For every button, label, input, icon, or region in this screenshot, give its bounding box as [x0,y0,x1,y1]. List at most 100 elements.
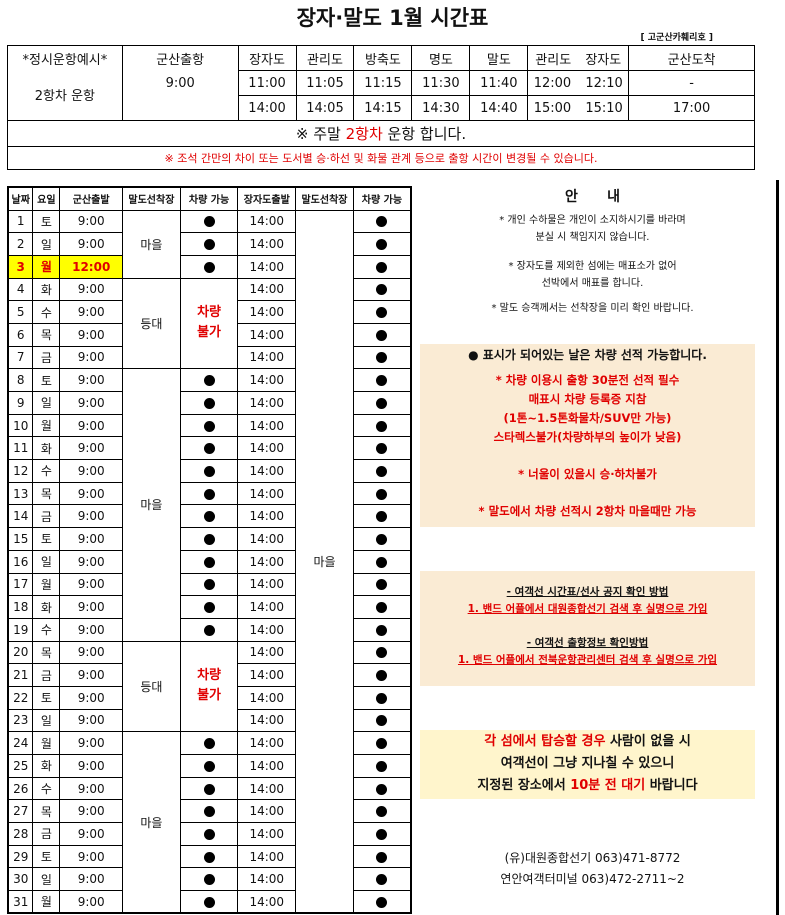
vehicle-cell [352,617,412,642]
stop-time: 14:40 [469,95,529,121]
band-link[interactable]: 1. 밴드 어플에서 전북운항관리센터 검색 후 실명으로 가입 [457,654,718,666]
table-row: 27 목 9:00 14:00 [7,799,412,824]
dot-icon [203,488,215,500]
vehicle-cell [179,459,239,483]
vehicle-cell [352,867,412,892]
vehicle-cell [352,890,412,914]
vehicle-cell [352,481,412,506]
table-row: 14 금 9:00 14:00 [7,504,412,529]
return-departure-cell: 14:00 [237,549,297,574]
departure-cell: 9:00 [59,731,124,755]
date-cell: 13 [7,481,34,506]
dot-icon [376,239,388,251]
date-cell: 31 [7,890,34,914]
date-cell: 7 [7,345,34,370]
dot-icon [376,670,388,682]
arrival-time: - [628,70,755,96]
weekday-cell: 화 [32,754,61,778]
vehicle-cell [179,436,239,461]
date-cell: 22 [7,685,34,710]
header-cell: 군산출항 [121,45,239,71]
dock-cell: 마을 [122,209,181,279]
departure-cell: 9:00 [59,890,124,914]
table-row: 22 토 9:00 14:00 [7,685,412,710]
dock-cell: 마을 [122,368,181,642]
weekday-cell: 금 [32,822,61,846]
dot-icon [203,511,215,523]
departure-cell: 9:00 [59,640,124,665]
band-info-box: - 여객선 시간표/선사 공지 확인 방법 1. 밴드 어플에서 대원종합선기 … [420,571,755,686]
vehicle-cell [352,345,412,370]
dock-cell: 등대 [122,277,181,370]
contact-info: (유)대원종합선기 063)471-8772 연안여객터미널 063)472-2… [420,848,765,890]
dot-icon [203,216,215,228]
weekday-cell: 화 [32,436,61,461]
example-label: *정시운항예시* [22,53,108,68]
vehicle-cell [352,595,412,619]
contact-line: 연안여객터미널 063)472-2711~2 [500,872,685,886]
vehicle-headline: ● 표시가 되어있는 날은 차량 선적 가능합니다. [468,348,707,362]
vehicle-cell [352,459,412,483]
dot-icon [203,420,215,432]
table-row: 18 화 9:00 14:00 [7,595,412,619]
header-row: 날짜 요일 군산출발 말도선착장 차량 가능 장자도출발 말도선착장 차량 가능 [7,186,412,211]
return-departure-cell: 14:00 [237,799,297,824]
date-cell: 8 [7,368,34,392]
vehicle-cell [179,481,239,506]
weekday-cell: 목 [32,799,61,824]
dot-icon [376,624,388,636]
weekday-cell: 토 [32,844,61,869]
stop-time: 12:00 12:10 [527,70,630,96]
dot-icon [203,738,215,750]
vehicle-cell [352,254,412,279]
date-cell: 9 [7,391,34,415]
weekday-cell: 화 [32,595,61,619]
band-heading: - 여객선 출항정보 확인방법 [526,637,649,649]
header-cell: 방축도 [353,45,413,71]
vehicle-cell [352,232,412,256]
dot-icon [376,874,388,886]
vehicle-cell [352,844,412,869]
date-cell: 26 [7,776,34,801]
notice-text: 운항 합니다. [382,125,467,143]
table-row: 8 토 9:00 마을 14:00 [7,368,412,642]
weekday-cell: 월 [32,890,61,914]
stop-time: 11:00 [237,70,297,96]
table-row: 11 화 9:00 14:00 [7,436,412,461]
vehicle-cell [179,617,239,642]
guide-item: * 말도 승객께서는 선착장을 미리 확인 바랍니다. [491,303,694,314]
weekday-cell: 일 [32,549,61,574]
vehicle-cell [352,300,412,324]
dot-icon [376,806,388,818]
vehicle-cell [179,254,239,279]
band-link[interactable]: 1. 밴드 어플에서 대원종합선기 검색 후 실명으로 가입 [467,603,708,615]
header-text: 관리도 [535,52,572,68]
weekday-cell: 목 [32,322,61,347]
notice-highlight: 2항차 [345,125,383,143]
departure-cell: 9:00 [59,368,124,392]
table-row: 15 토 9:00 14:00 [7,527,412,551]
departure-cell: 12:00 [59,254,124,279]
vehicle-cell [352,322,412,347]
vehicle-cell [179,754,239,778]
weekend-notice: ※ 주말 2항차 운항 합니다. [7,120,755,147]
guide-title: 안 내 [564,189,620,205]
stop-time: 14:05 [295,95,355,121]
table-row: 10 월 9:00 14:00 [7,413,412,438]
date-cell: 19 [7,617,34,642]
table-row: 1 토 9:00 마을 14:00 마을 [7,209,412,914]
departure-cell: 9:00 [59,436,124,461]
weekday-cell: 수 [32,617,61,642]
return-departure-cell: 14:00 [237,640,297,665]
dot-icon [376,397,388,409]
departure-cell: 9:00 [59,572,124,597]
vehicle-rule: * 너울이 있을시 승·하차불가 [518,467,657,481]
border-line [776,180,779,915]
dot-icon [203,533,215,545]
notice-text: ※ 주말 [295,125,346,143]
dot-icon [376,352,388,364]
date-cell: 23 [7,708,34,733]
header-cell: 명도 [411,45,471,71]
date-cell: 11 [7,436,34,461]
dot-icon [376,828,388,840]
